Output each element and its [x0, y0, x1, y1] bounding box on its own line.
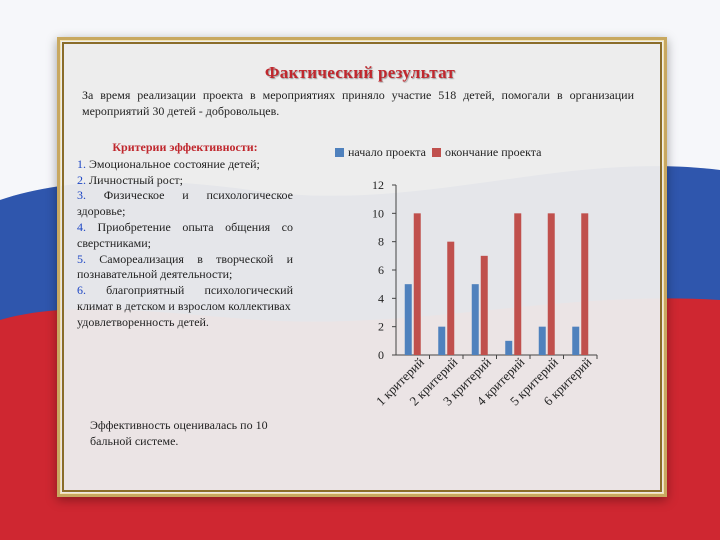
- criteria-item-2: 2. Личностный рост;: [77, 173, 293, 189]
- criteria-number: 1.: [77, 156, 86, 171]
- criteria-item-3: 3. Физическое и психологическое здоровье…: [77, 188, 293, 220]
- criteria-text: Физическое и психологическое здоровье;: [77, 188, 294, 219]
- criteria-text: Эмоциональное состояние детей;: [89, 156, 260, 171]
- slide-title: Фактический результат: [264, 63, 456, 82]
- legend-swatch-end: [432, 148, 442, 157]
- slide-panel: [57, 37, 667, 497]
- criteria-item-6: 6. благоприятный психологический климат …: [77, 283, 293, 315]
- criteria-number: 3.: [77, 188, 86, 203]
- intro-text: За время реализации проекта в мероприяти…: [82, 88, 634, 118]
- criteria-text: благоприятный психологический климат в д…: [77, 283, 293, 313]
- criteria-number: 6.: [77, 283, 86, 298]
- criteria-heading: Критерии эффективности:: [112, 140, 258, 154]
- criteria-number: 5.: [77, 251, 86, 266]
- criteria-list: Критерии эффективности: 1. Эмоциональное…: [77, 140, 293, 331]
- chart-legend: начало проекта окончание проекта: [335, 145, 541, 160]
- legend-item-end: окончание проекта: [432, 145, 541, 160]
- criteria-item-1: 1. Эмоциональное состояние детей;: [77, 157, 293, 173]
- legend-label-end: окончание проекта: [445, 145, 542, 159]
- legend-swatch-start: [335, 148, 344, 157]
- criteria-tail: удовлетворенность детей.: [77, 314, 209, 329]
- legend-label-start: начало проекта: [348, 145, 427, 159]
- legend-item-start: начало проекта: [335, 145, 426, 160]
- criteria-item-5: 5. Самореализация в творческой и познава…: [77, 252, 293, 284]
- criteria-item-4: 4. Приобретение опыта общения со сверстн…: [77, 220, 293, 252]
- scoring-note: Эффективность оценивалась по 10 бальной …: [90, 418, 268, 448]
- criteria-text: Личностный рост;: [89, 172, 183, 187]
- criteria-number: 4.: [77, 219, 86, 234]
- criteria-text: Самореализация в творческой и познавател…: [77, 251, 294, 282]
- criteria-number: 2.: [77, 172, 86, 187]
- criteria-text: Приобретение опыта общения со сверстника…: [77, 219, 293, 250]
